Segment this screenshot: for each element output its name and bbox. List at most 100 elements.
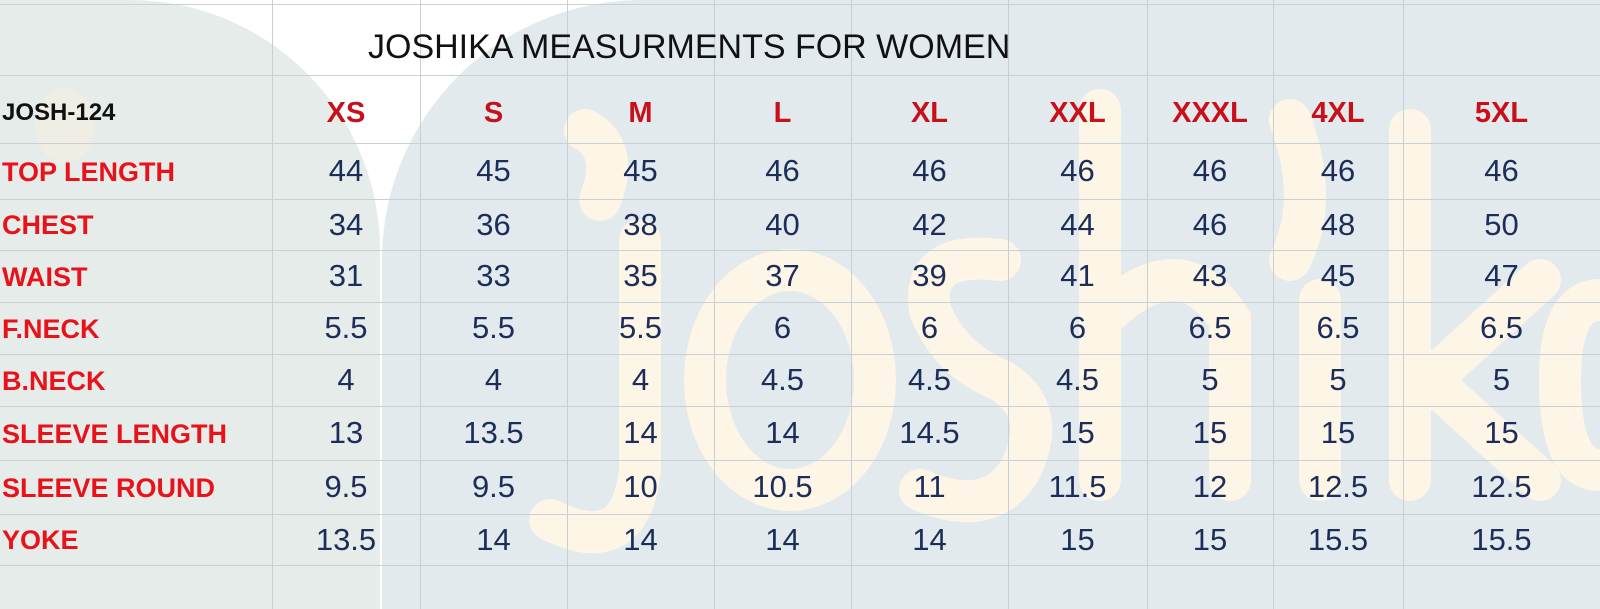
grid-row-line: [0, 514, 1600, 515]
grid-row-line: [0, 460, 1600, 461]
measurement-cell: 46: [765, 153, 800, 188]
grid-row-line: [0, 354, 1600, 355]
size-header: XXXL: [1172, 97, 1248, 129]
background-dot: [35, 88, 95, 163]
grid-column-line: [1403, 0, 1404, 609]
measurement-cell: 4.5: [1055, 362, 1100, 397]
measurement-cell: 14: [476, 522, 511, 557]
measurement-cell: 14: [623, 415, 658, 450]
measurement-cell: 13.5: [315, 522, 377, 557]
measurement-cell: 46: [1192, 153, 1228, 188]
measurement-cell: 4: [631, 362, 650, 397]
measurement-cell: 15: [1484, 415, 1519, 450]
measurement-cell: 45: [476, 153, 511, 188]
measurement-cell: 14: [765, 522, 800, 557]
measurement-cell: 15: [1192, 522, 1228, 557]
measurement-cell: 46: [1192, 207, 1228, 242]
measurement-cell: 4: [337, 362, 355, 397]
measurement-cell: 15.5: [1307, 522, 1369, 557]
measurement-cell: 15: [1060, 415, 1095, 450]
size-header: S: [483, 97, 504, 129]
measurement-cell: 39: [912, 258, 947, 293]
measurement-cell: 33: [476, 258, 511, 293]
measurement-cell: 6.5: [1316, 310, 1360, 345]
measurement-cell: 9.5: [471, 469, 516, 504]
row-label: YOKE: [2, 525, 79, 555]
sheet-title: JOSHIKA MEASURMENTS FOR WOMEN: [368, 28, 1011, 66]
grid-row-line: [0, 565, 1600, 566]
row-label: SLEEVE ROUND: [2, 473, 216, 503]
measurement-cell: 41: [1060, 258, 1095, 293]
measurement-cell: 37: [765, 258, 800, 293]
measurement-cell: 15: [1192, 415, 1228, 450]
measurement-cell: 6: [1068, 310, 1087, 345]
measurement-cell: 15.5: [1471, 522, 1532, 557]
measurement-cell: 10: [623, 469, 658, 504]
measurement-cell: 14: [765, 415, 800, 450]
measurement-cell: 50: [1484, 207, 1519, 242]
measurement-cell: 34: [328, 207, 364, 242]
size-header: M: [628, 97, 653, 129]
size-header: XXL: [1049, 97, 1106, 129]
grid-column-line: [567, 0, 568, 609]
measurement-cell: 38: [623, 207, 658, 242]
grid-row-line: [0, 143, 1600, 144]
measurement-cell: 45: [1320, 258, 1356, 293]
measurement-cell: 14: [912, 522, 947, 557]
measurement-cell: 46: [1320, 153, 1356, 188]
grid-column-line: [1008, 0, 1009, 609]
measurement-cell: 48: [1320, 207, 1356, 242]
measurement-cell: 4.5: [907, 362, 952, 397]
measurement-cell: 6: [920, 310, 939, 345]
grid-row-line: [0, 250, 1600, 251]
size-header: 5XL: [1474, 97, 1529, 129]
grid-column-line: [851, 0, 852, 609]
measurement-cell: 47: [1484, 258, 1519, 293]
measurement-cell: 44: [1060, 207, 1095, 242]
measurement-cell: 5: [1329, 362, 1347, 397]
grid-column-line: [1273, 0, 1274, 609]
measurement-cell: 36: [476, 207, 511, 242]
measurement-cell: 6.5: [1188, 310, 1232, 345]
measurement-cell: 15: [1320, 415, 1356, 450]
grid-row-line: [0, 75, 1600, 76]
grid-column-line: [420, 0, 421, 609]
measurement-cell: 11.5: [1048, 469, 1107, 504]
measurement-cell: 4: [484, 362, 503, 397]
measurement-cell: 5.5: [618, 310, 663, 345]
measurement-cell: 14.5: [899, 415, 960, 450]
measurement-cell: 4.5: [760, 362, 805, 397]
measurement-cell: 46: [1060, 153, 1095, 188]
measurement-cell: 31: [328, 258, 364, 293]
measurement-cell: 43: [1192, 258, 1228, 293]
measurement-cell: 5.5: [324, 310, 368, 345]
row-label: CHEST: [2, 210, 94, 240]
measurement-cell: 42: [912, 207, 947, 242]
measurement-cell: 46: [912, 153, 947, 188]
measurement-cell: 12: [1192, 469, 1228, 504]
measurement-cell: 45: [623, 153, 658, 188]
measurement-cell: 5: [1492, 362, 1511, 397]
measurement-cell: 13: [328, 415, 364, 450]
measurement-cell: 5: [1201, 362, 1219, 397]
row-label: F.NECK: [2, 314, 100, 344]
measurement-cell: 35: [623, 258, 658, 293]
measurement-cell: 6: [773, 310, 792, 345]
grid-column-line: [1147, 0, 1148, 609]
measurement-cell: 5.5: [471, 310, 516, 345]
measurement-cell: 11: [913, 469, 946, 504]
grid-column-line: [272, 0, 273, 609]
measurement-cell: 9.5: [324, 469, 368, 504]
grid-column-line: [714, 0, 715, 609]
grid-row-line: [0, 199, 1600, 200]
size-header: L: [773, 97, 792, 129]
measurement-cell: 14: [623, 522, 658, 557]
measurement-cell: 10.5: [752, 469, 813, 504]
grid-row-line: [0, 406, 1600, 407]
size-header: XL: [910, 97, 949, 129]
measurement-cell: 15: [1060, 522, 1095, 557]
row-label: TOP LENGTH: [2, 157, 176, 187]
measurement-cell: 13.5: [463, 415, 524, 450]
